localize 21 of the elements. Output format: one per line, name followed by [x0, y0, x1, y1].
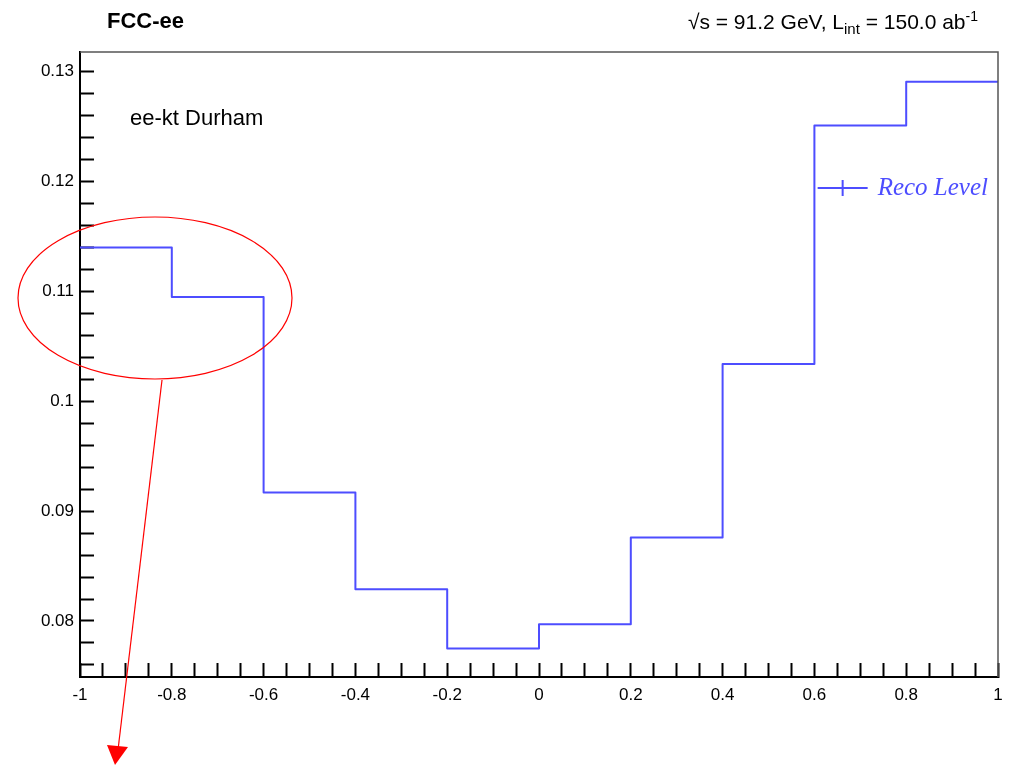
x-tick-label: -1 — [72, 684, 88, 704]
y-tick-label: 0.1 — [50, 390, 74, 410]
annotation: ee-kt Durham — [130, 105, 264, 131]
chart-subtitle: √s = 91.2 GeV, L$_{int}$ = 150.0 ab$^{-1}$ — [687, 8, 978, 38]
x-tick-label: 0.6 — [802, 684, 827, 704]
x-tick-label: -0.4 — [340, 684, 371, 704]
x-tick-label: -0.6 — [248, 684, 279, 704]
x-tick-label: -0.8 — [157, 684, 187, 704]
chart-title: FCC-ee — [107, 8, 185, 34]
x-tick-label: 0.2 — [618, 684, 643, 704]
x-tick-label: 0.8 — [894, 684, 919, 704]
x-tick-label: 1 — [993, 684, 1003, 704]
x-tick-label: 0.4 — [710, 684, 735, 704]
y-tick-label: 0.09 — [40, 500, 74, 520]
y-tick-label: 0.12 — [40, 171, 74, 191]
y-tick-label: 0.13 — [40, 61, 74, 81]
y-tick-label: 0.08 — [40, 610, 74, 630]
x-tick-label: -0.2 — [432, 684, 462, 704]
x-tick-label: 0 — [534, 684, 544, 704]
y-tick-label: 0.11 — [42, 281, 74, 301]
legend-label: Reco Level — [876, 172, 989, 200]
